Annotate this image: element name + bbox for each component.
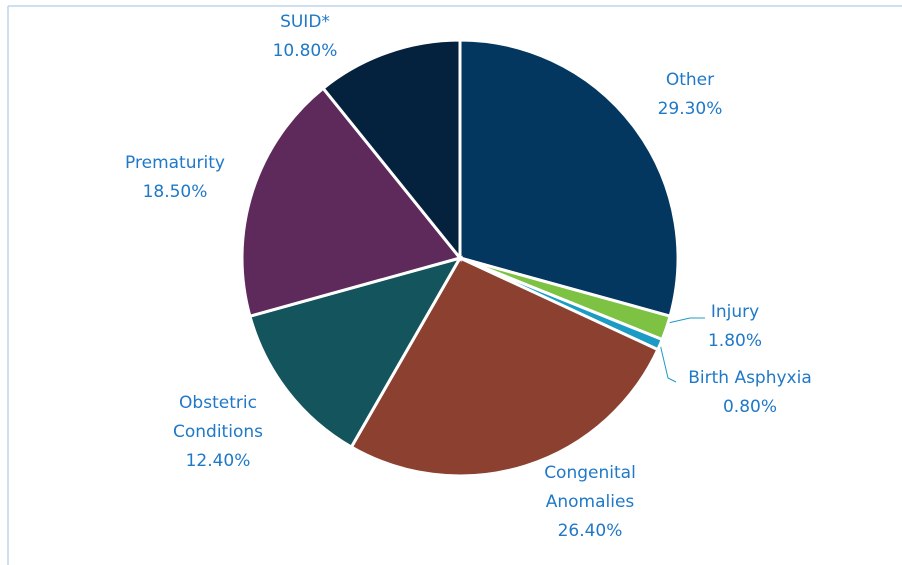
value-label: 26.40% bbox=[557, 521, 623, 541]
slice-label: Birth Asphyxia 0.80% bbox=[670, 364, 830, 422]
slice-label: Prematurity 18.50% bbox=[105, 149, 245, 207]
value-label: 29.30% bbox=[657, 99, 723, 119]
value-label: 1.80% bbox=[707, 331, 762, 351]
category-name: Obstetric Conditions bbox=[173, 393, 263, 442]
category-name: Other bbox=[665, 70, 715, 90]
leader-line bbox=[659, 343, 677, 383]
slice-label: Congenital Anomalies 26.40% bbox=[535, 459, 645, 546]
category-name: Congenital Anomalies bbox=[544, 463, 636, 512]
pie-slice bbox=[349, 256, 660, 478]
category-name: SUID* bbox=[280, 12, 330, 32]
value-label: 12.40% bbox=[185, 451, 251, 471]
pie-slice bbox=[240, 86, 463, 319]
category-name: Birth Asphyxia bbox=[688, 368, 812, 388]
slice-label: Obstetric Conditions 12.40% bbox=[163, 389, 273, 476]
pie-slice bbox=[321, 38, 462, 263]
category-name: Prematurity bbox=[125, 153, 225, 173]
leader-line bbox=[667, 317, 705, 324]
value-label: 0.80% bbox=[722, 397, 777, 417]
pie-slice bbox=[458, 38, 680, 319]
slice-label: Other 29.30% bbox=[630, 66, 750, 124]
slice-label: Injury 1.80% bbox=[685, 298, 785, 356]
slice-label: SUID* 10.80% bbox=[255, 8, 355, 66]
pie-slice bbox=[248, 255, 464, 450]
value-label: 18.50% bbox=[142, 182, 208, 202]
value-label: 10.80% bbox=[272, 41, 338, 61]
category-name: Injury bbox=[710, 302, 760, 322]
